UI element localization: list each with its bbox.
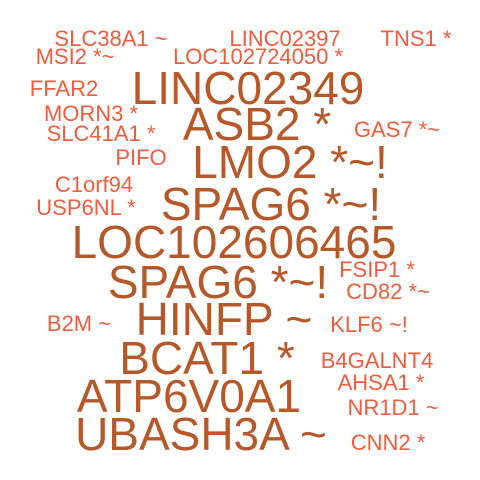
word-lmo2: LMO2 *~! — [192, 136, 388, 188]
word-ubash3a: UBASH3A ~ — [75, 408, 327, 460]
word-linc02349: LINC02349 — [131, 62, 365, 114]
word-cnn2: CNN2 * — [350, 430, 426, 455]
word-cd82: CD82 *~ — [346, 279, 430, 304]
word-atp6v0a1: ATP6V0A1 — [76, 370, 302, 422]
word-spag6-2: SPAG6 *~! — [107, 256, 329, 308]
word-bcat1: BCAT1 * — [119, 332, 295, 384]
word-tns1: TNS1 * — [380, 26, 452, 51]
word-slc41a1: SLC41A1 * — [46, 121, 156, 146]
word-pifo: PIFO — [115, 145, 167, 170]
word-c1orf94: C1orf94 — [54, 172, 134, 197]
word-ffar2: FFAR2 — [29, 76, 99, 101]
word-loc102724050: LOC102724050 * — [172, 44, 344, 69]
word-b4galnt4: B4GALNT4 — [320, 348, 434, 373]
word-hinfp: HINFP ~ — [135, 293, 313, 345]
word-fsip1: FSIP1 * — [339, 257, 415, 282]
word-klf6: KLF6 ~! — [330, 312, 408, 337]
word-spag6-1: SPAG6 *~! — [160, 178, 382, 230]
word-b2m: B2M ~ — [46, 311, 112, 336]
word-nr1d1: NR1D1 ~ — [347, 395, 439, 420]
word-msi2: MSI2 *~ — [35, 44, 115, 69]
word-morn3: MORN3 * — [43, 101, 139, 126]
word-ahsa1: AHSA1 * — [337, 370, 425, 395]
word-loc102606465: LOC102606465 — [71, 216, 397, 268]
word-gas7: GAS7 *~ — [353, 117, 441, 142]
word-slc38a1: SLC38A1 ~ — [54, 26, 168, 51]
word-usp6nl: USP6NL * — [36, 195, 136, 220]
word-linc02397: LINC02397 — [229, 26, 341, 51]
word-asb2: ASB2 * — [182, 98, 332, 150]
